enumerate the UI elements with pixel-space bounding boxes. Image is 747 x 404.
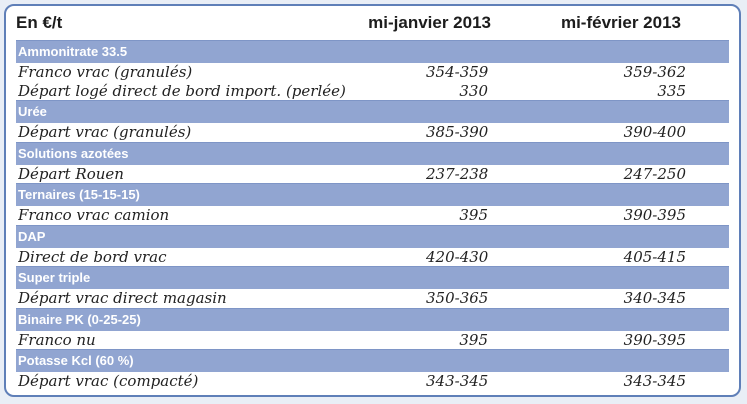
january-price: 330 xyxy=(459,81,488,100)
february-column-header: mi-février 2013 xyxy=(560,13,681,32)
section-header: DAP xyxy=(16,224,729,248)
section-header: Super triple xyxy=(16,266,729,289)
january-column-header: mi-janvier 2013 xyxy=(368,13,491,32)
february-price: 247-250 xyxy=(623,164,686,183)
table-row: Départ vrac (compacté) 343-345 343-345 xyxy=(16,372,729,391)
unit-header: En €/t xyxy=(16,13,63,32)
row-label: Franco vrac camion xyxy=(18,206,170,224)
february-price: 335 xyxy=(657,81,686,100)
february-price: 390-400 xyxy=(623,123,686,141)
january-price: 395 xyxy=(459,206,488,224)
january-price: 354-359 xyxy=(426,63,489,81)
row-label: Départ vrac direct magasin xyxy=(18,289,227,307)
section-header: Potasse Kcl (60 %) xyxy=(16,349,729,372)
february-price: 390-395 xyxy=(623,330,686,349)
table-row: Franco nu 395 390-395 xyxy=(16,331,729,350)
february-price: 343-345 xyxy=(623,372,686,390)
table-row: Franco vrac (granulés) 354-359 359-362 xyxy=(16,63,729,82)
table-header: En €/t mi-janvier 2013 mi-février 2013 xyxy=(6,6,739,40)
section-header: Urée xyxy=(16,100,729,123)
row-label: Départ Rouen xyxy=(18,164,124,183)
row-label: Franco nu xyxy=(18,330,96,349)
row-label: Franco vrac (granulés) xyxy=(18,63,193,81)
row-label: Direct de bord vrac xyxy=(18,247,167,266)
january-price: 350-365 xyxy=(426,289,489,307)
table-row: Départ vrac (granulés) 385-390 390-400 xyxy=(16,123,729,142)
section-header: Binaire PK (0-25-25) xyxy=(16,307,729,331)
price-table: En €/t mi-janvier 2013 mi-février 2013 A… xyxy=(4,4,741,397)
table-row: Départ Rouen 237-238 247-250 xyxy=(16,165,729,184)
january-price: 420-430 xyxy=(426,247,489,266)
february-price: 405-415 xyxy=(623,247,686,266)
row-label: Départ logé direct de bord import. (perl… xyxy=(18,81,346,100)
section-header: Ternaires (15-15-15) xyxy=(16,183,729,206)
table-row: Départ vrac direct magasin 350-365 340-3… xyxy=(16,289,729,308)
table-row: Franco vrac camion 395 390-395 xyxy=(16,206,729,225)
row-label: Départ vrac (compacté) xyxy=(18,372,199,390)
table-row: Direct de bord vrac 420-430 405-415 xyxy=(16,248,729,267)
january-price: 237-238 xyxy=(426,164,489,183)
february-price: 340-345 xyxy=(623,289,686,307)
section-header: Ammonitrate 33.5 xyxy=(16,40,729,63)
january-price: 385-390 xyxy=(426,123,489,141)
row-label: Départ vrac (granulés) xyxy=(18,123,192,141)
february-price: 390-395 xyxy=(623,206,686,224)
section-header: Solutions azotées xyxy=(16,141,729,165)
february-price: 359-362 xyxy=(623,63,686,81)
january-price: 343-345 xyxy=(426,372,489,390)
january-price: 395 xyxy=(459,330,488,349)
table-row: Départ logé direct de bord import. (perl… xyxy=(16,82,729,101)
